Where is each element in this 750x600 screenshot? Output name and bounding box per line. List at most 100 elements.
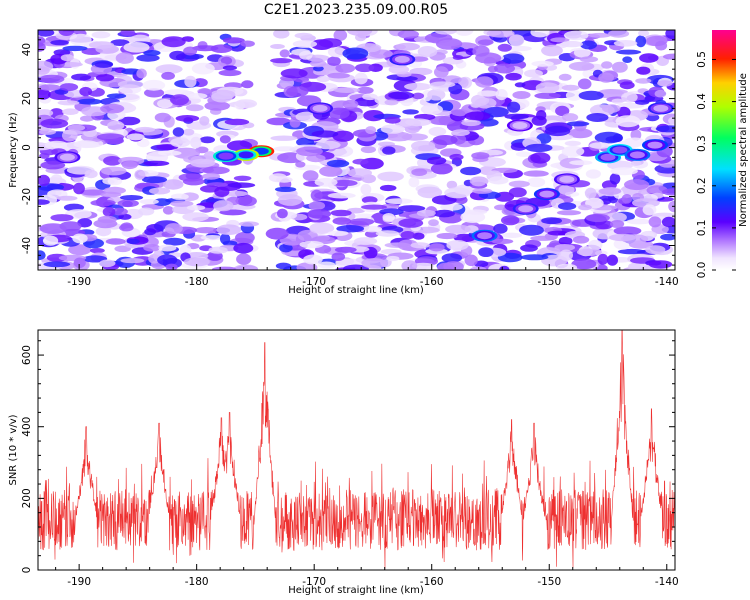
heatmap-cell bbox=[294, 32, 313, 39]
heatmap-hotspot bbox=[394, 55, 410, 63]
heatmap-cell bbox=[216, 224, 242, 235]
heatmap-cell bbox=[327, 56, 341, 66]
heatmap-y-tick-label: 40 bbox=[21, 43, 33, 56]
heatmap-cell bbox=[440, 203, 463, 211]
heatmap-cell bbox=[279, 243, 293, 253]
heatmap-cell bbox=[400, 231, 416, 240]
heatmap-cell bbox=[39, 74, 65, 84]
heatmap-cell bbox=[628, 262, 641, 270]
heatmap-hotspot bbox=[218, 152, 234, 160]
heatmap-cell bbox=[80, 115, 94, 122]
heatmap-cell bbox=[308, 201, 326, 211]
heatmap-cell bbox=[158, 244, 177, 252]
colorbar-tick-label: 0.3 bbox=[696, 135, 708, 152]
heatmap-cell bbox=[134, 169, 146, 180]
heatmap-cell bbox=[219, 233, 231, 245]
heatmap-cell bbox=[471, 178, 486, 187]
heatmap-cell bbox=[144, 88, 165, 98]
heatmap-cell bbox=[57, 100, 80, 106]
heatmap-cell bbox=[190, 158, 216, 168]
heatmap-cell bbox=[39, 84, 61, 91]
heatmap-cell bbox=[377, 171, 404, 182]
heatmap-cell bbox=[494, 63, 515, 74]
heatmap-cell bbox=[514, 82, 526, 88]
heatmap-cell bbox=[184, 75, 197, 88]
colorbar: 0.0 0.1 0.2 0.3 0.4 0.5 Normalized spectral a… bbox=[696, 30, 749, 278]
heatmap-cell bbox=[523, 170, 549, 177]
heatmap-cell bbox=[588, 239, 603, 251]
heatmap-cell bbox=[333, 30, 348, 41]
heatmap-cell bbox=[578, 90, 604, 101]
heatmap-cell bbox=[270, 135, 298, 141]
heatmap-cell bbox=[219, 135, 231, 144]
heatmap-cell bbox=[275, 262, 292, 270]
heatmap-cell bbox=[326, 159, 350, 168]
heatmap-cell bbox=[120, 258, 145, 264]
heatmap-cell bbox=[354, 72, 368, 85]
heatmap-cell bbox=[497, 252, 523, 263]
heatmap-cell bbox=[608, 233, 637, 242]
heatmap-cell bbox=[332, 217, 352, 225]
heatmap-cells bbox=[38, 30, 675, 270]
heatmap-cell bbox=[504, 113, 529, 120]
heatmap-cell bbox=[143, 50, 161, 56]
heatmap-cell bbox=[134, 126, 155, 133]
heatmap-cell bbox=[648, 260, 673, 269]
heatmap-cell bbox=[556, 210, 582, 216]
heatmap-cell bbox=[191, 62, 215, 75]
heatmap-cell bbox=[506, 101, 521, 113]
heatmap-cell bbox=[605, 136, 622, 143]
heatmap-cell bbox=[388, 91, 415, 100]
heatmap-cell bbox=[73, 140, 99, 149]
heatmap-cell bbox=[97, 215, 117, 224]
heatmap-cell bbox=[451, 109, 469, 117]
heatmap-cell bbox=[39, 223, 67, 235]
heatmap-cell bbox=[654, 89, 667, 98]
heatmap-cell bbox=[420, 104, 443, 115]
heatmap-cell bbox=[38, 174, 50, 187]
heatmap-cell bbox=[241, 80, 254, 89]
heatmap-cell bbox=[331, 252, 346, 261]
heatmap-cell bbox=[417, 186, 443, 199]
heatmap-y-tick-label: 0 bbox=[21, 144, 33, 151]
heatmap-cell bbox=[635, 35, 647, 48]
snr-y-tick-label: 0 bbox=[21, 567, 33, 574]
heatmap-hotspot bbox=[59, 153, 75, 161]
heatmap-cell bbox=[642, 204, 657, 216]
heatmap-cell bbox=[530, 30, 550, 38]
heatmap-cell bbox=[416, 209, 436, 217]
heatmap-hotspot bbox=[512, 122, 528, 129]
heatmap-cell bbox=[103, 156, 122, 166]
heatmap-cell bbox=[559, 249, 573, 261]
heatmap-cell bbox=[429, 81, 456, 88]
heatmap-cell bbox=[610, 220, 625, 228]
heatmap-cell bbox=[115, 52, 134, 64]
heatmap-cell bbox=[161, 36, 186, 48]
snr-series-line bbox=[38, 330, 675, 570]
heatmap-cell bbox=[665, 30, 675, 40]
heatmap-cell bbox=[471, 152, 490, 160]
heatmap-panel: -190 -180 -170 -160 -150 -140 -40 -20 0 20 40 Hei… bbox=[8, 29, 679, 296]
heatmap-cell bbox=[408, 177, 420, 188]
heatmap-cell bbox=[99, 259, 116, 268]
heatmap-cell bbox=[44, 140, 69, 150]
heatmap-cell bbox=[225, 190, 249, 197]
heatmap-cell bbox=[648, 216, 662, 228]
heatmap-cell bbox=[332, 179, 358, 187]
heatmap-cell bbox=[558, 236, 573, 246]
heatmap-cell bbox=[199, 116, 210, 126]
heatmap-cell bbox=[505, 72, 522, 81]
heatmap-cell bbox=[194, 227, 218, 234]
heatmap-cell bbox=[299, 240, 324, 249]
heatmap-cell bbox=[434, 66, 449, 78]
heatmap-cell bbox=[428, 126, 447, 137]
heatmap-cell bbox=[202, 173, 221, 180]
heatmap-cell bbox=[117, 80, 144, 89]
heatmap-cell bbox=[561, 145, 585, 157]
snr-y-tick-label: 400 bbox=[21, 417, 33, 437]
heatmap-cell bbox=[362, 225, 383, 233]
heatmap-cell bbox=[472, 188, 493, 194]
heatmap-x-tick-label: -140 bbox=[655, 276, 679, 288]
heatmap-cell bbox=[235, 265, 258, 270]
heatmap-cell bbox=[330, 209, 352, 217]
